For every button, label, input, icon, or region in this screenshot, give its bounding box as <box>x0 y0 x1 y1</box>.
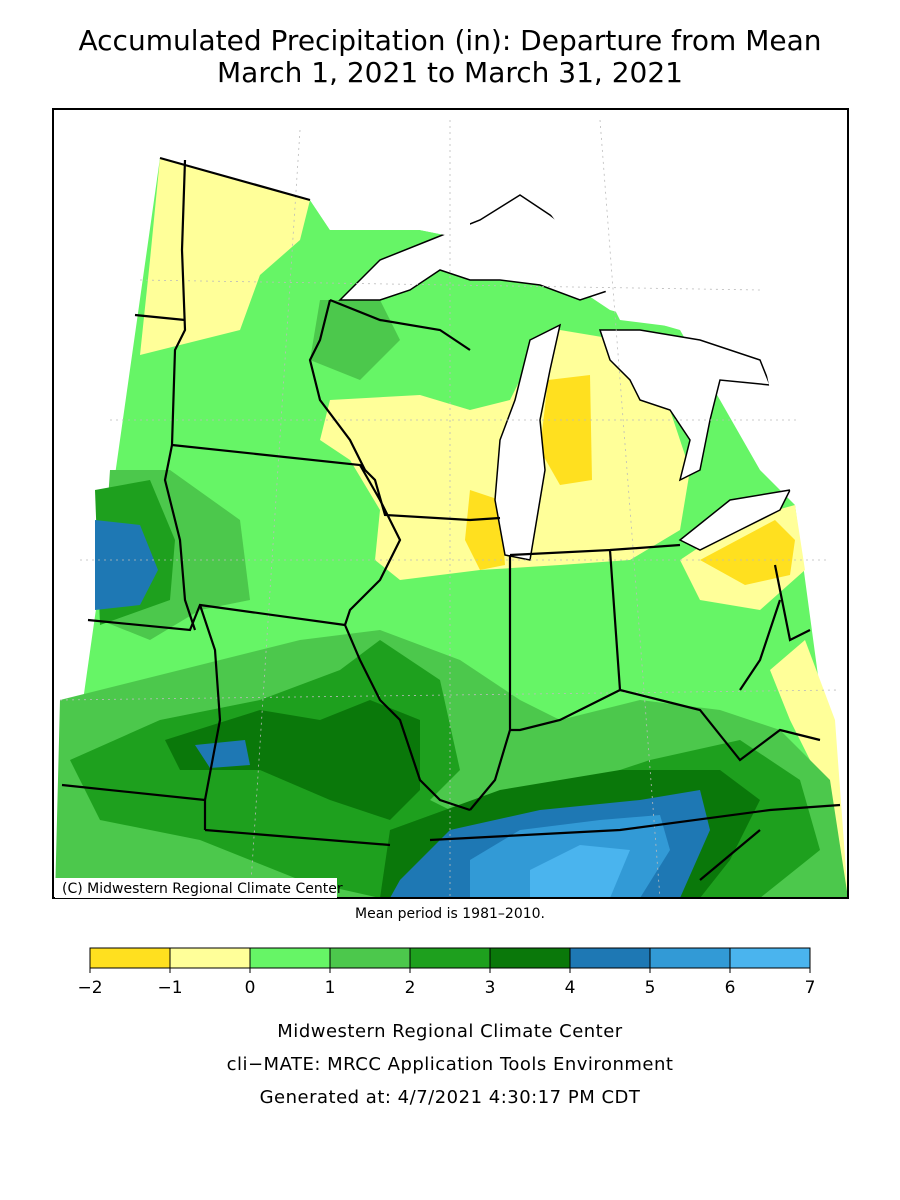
region <box>530 845 630 898</box>
legend-swatch <box>89 947 171 969</box>
map-frame <box>52 108 849 899</box>
lake-huron <box>598 329 772 482</box>
region <box>770 640 848 898</box>
graticule <box>59 119 841 899</box>
footer-line: cli−MATE: MRCC Application Tools Environ… <box>227 1054 674 1075</box>
note: Mean period is 1981–2010. <box>355 906 545 922</box>
legend-swatch <box>409 947 491 969</box>
legend-tick-label: 6 <box>725 978 736 998</box>
legend-swatch <box>729 947 811 969</box>
legend-tick-label: 3 <box>485 978 496 998</box>
map-credit: (C) Midwestern Regional Climate Center <box>62 881 343 897</box>
region <box>540 375 592 485</box>
legend-swatch <box>489 947 571 969</box>
legend-tick-label: 5 <box>645 978 656 998</box>
legend-swatch <box>249 947 331 969</box>
legend-swatch <box>169 947 251 969</box>
legend-tick-label: −1 <box>157 978 182 998</box>
region <box>465 490 505 570</box>
credit-box <box>55 878 337 898</box>
legend-swatch <box>649 947 731 969</box>
legend-tick-label: 0 <box>245 978 256 998</box>
region <box>95 520 158 610</box>
title: Accumulated Precipitation (in): Departur… <box>79 24 822 57</box>
region <box>165 700 420 820</box>
footer-line: Midwestern Regional Climate Center <box>277 1021 623 1042</box>
footer-line: Generated at: 4/7/2021 4:30:17 PM CDT <box>260 1087 641 1108</box>
legend-tick-label: 2 <box>405 978 416 998</box>
subtitle: March 1, 2021 to March 31, 2021 <box>217 56 683 89</box>
legend-tick-label: −2 <box>77 978 102 998</box>
state-borders <box>61 156 841 881</box>
legend-swatch <box>329 947 411 969</box>
region <box>195 740 250 768</box>
legend-tick-label: 4 <box>565 978 576 998</box>
map: (C) Midwestern Regional Climate Center <box>52 108 849 899</box>
legend-swatch <box>569 947 651 969</box>
lake-erie <box>678 489 792 551</box>
canada-land <box>160 109 848 505</box>
region <box>700 520 795 585</box>
legend: −2 −1 0 1 2 3 4 5 6 7 <box>77 947 816 998</box>
legend-tick-label: 1 <box>325 978 336 998</box>
legend-tick-label: 7 <box>805 978 816 998</box>
